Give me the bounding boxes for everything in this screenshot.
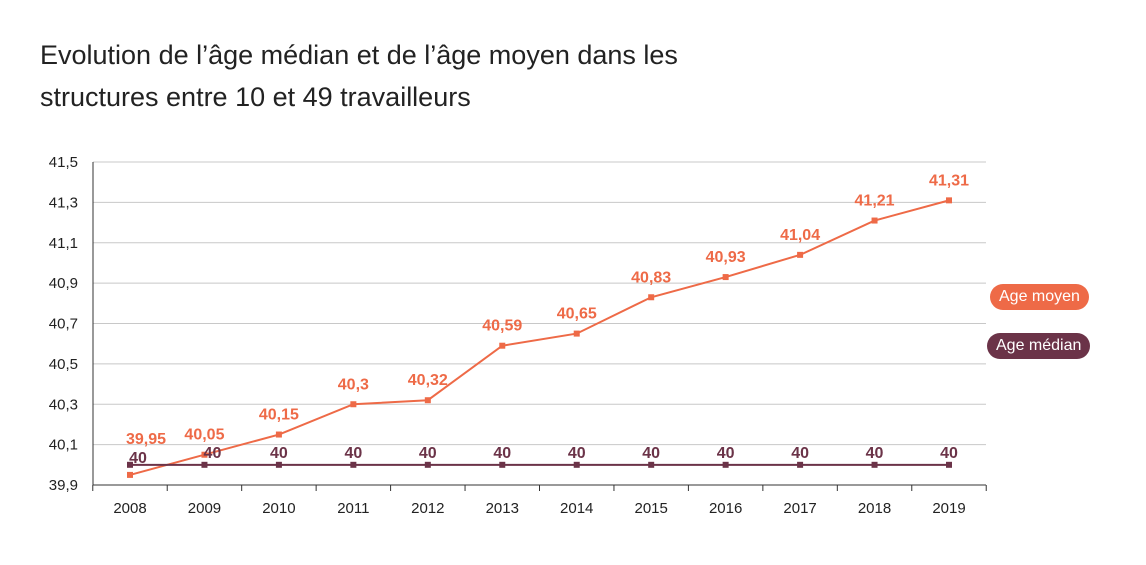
chart-title: Evolution de l’âge médian et de l’âge mo… — [40, 34, 800, 118]
data-point-age-moyen — [648, 294, 655, 301]
data-label-age-median: 40 — [940, 445, 958, 462]
data-label-age-moyen: 40,32 — [408, 372, 448, 389]
data-point-age-moyen — [350, 401, 357, 408]
series-line-age-moyen — [129, 199, 950, 476]
data-point-age-median — [350, 461, 357, 468]
y-tick-label: 41,1 — [49, 235, 78, 252]
data-label-age-moyen: 40,83 — [631, 269, 671, 286]
data-point-age-median — [201, 461, 208, 468]
data-label-age-median: 40 — [493, 445, 511, 462]
x-tick-label: 2018 — [858, 500, 891, 517]
data-point-age-moyen — [573, 330, 580, 337]
data-label-age-moyen: 40,3 — [338, 376, 369, 393]
data-label-age-median: 40 — [419, 445, 437, 462]
data-point-age-moyen — [424, 397, 431, 404]
legend-item-age-median: Age médian — [987, 333, 1091, 359]
data-point-age-moyen — [871, 217, 878, 224]
data-label-age-moyen: 40,15 — [259, 407, 299, 424]
legend-item-age-moyen: Age moyen — [990, 284, 1089, 310]
x-tick-label: 2017 — [783, 500, 816, 517]
x-tick-label: 2019 — [932, 500, 965, 517]
data-label-age-median: 40 — [344, 445, 362, 462]
x-tick-label: 2016 — [709, 500, 742, 517]
x-tick-label: 2011 — [337, 500, 369, 517]
data-point-age-moyen — [201, 451, 208, 458]
data-label-age-moyen: 40,59 — [482, 318, 522, 335]
data-point-age-median — [871, 461, 878, 468]
data-label-age-median: 40 — [270, 445, 288, 462]
data-label-age-moyen: 39,95 — [126, 431, 166, 448]
data-point-age-median — [648, 461, 655, 468]
chart-title-line-2: structures entre 10 et 49 travailleurs — [40, 82, 471, 112]
x-tick-label: 2014 — [560, 500, 593, 517]
y-tick-label: 40,5 — [49, 356, 78, 373]
data-label-age-median: 40 — [642, 445, 660, 462]
y-tick-label: 39,9 — [49, 477, 78, 494]
data-point-age-median — [573, 461, 580, 468]
data-point-age-moyen — [946, 197, 952, 204]
x-tick-label: 2008 — [113, 500, 146, 517]
data-label-age-moyen: 40,05 — [184, 427, 224, 444]
data-label-age-median: 40 — [866, 445, 884, 462]
data-label-age-moyen: 40,65 — [557, 306, 597, 323]
data-point-age-moyen — [275, 431, 282, 438]
data-point-age-median — [127, 461, 133, 468]
data-point-age-moyen — [127, 471, 133, 478]
data-label-age-median: 40 — [204, 445, 222, 462]
data-label-age-median: 40 — [791, 445, 809, 462]
data-label-age-moyen: 41,21 — [855, 193, 895, 210]
x-tick-label: 2013 — [486, 500, 519, 517]
x-tick-label: 2010 — [262, 500, 295, 517]
x-tick-label: 2012 — [411, 500, 444, 517]
y-tick-label: 40,1 — [49, 437, 78, 454]
data-label-age-moyen: 41,04 — [780, 227, 820, 244]
data-point-age-moyen — [797, 251, 804, 258]
data-point-age-moyen — [722, 274, 729, 281]
data-point-age-median — [722, 461, 729, 468]
data-label-age-moyen: 40,93 — [706, 249, 746, 266]
data-point-age-median — [797, 461, 804, 468]
y-tick-label: 40,7 — [49, 316, 78, 333]
y-tick-label: 40,9 — [49, 275, 78, 292]
data-label-age-median: 40 — [717, 445, 735, 462]
x-tick-label: 2009 — [188, 500, 221, 517]
x-tick-label: 2015 — [634, 500, 667, 517]
data-label-age-median: 40 — [568, 445, 586, 462]
y-tick-label: 40,3 — [49, 396, 78, 413]
data-point-age-moyen — [499, 342, 506, 349]
data-point-age-median — [499, 461, 506, 468]
data-point-age-median — [275, 461, 282, 468]
chart-title-line-1: Evolution de l’âge médian et de l’âge mo… — [40, 40, 678, 70]
data-point-age-median — [946, 461, 952, 468]
data-label-age-moyen: 41,31 — [929, 172, 969, 189]
y-tick-label: 41,3 — [49, 194, 78, 211]
data-label-age-median: 40 — [129, 450, 147, 467]
y-tick-label: 41,5 — [49, 154, 78, 171]
data-point-age-median — [424, 461, 431, 468]
